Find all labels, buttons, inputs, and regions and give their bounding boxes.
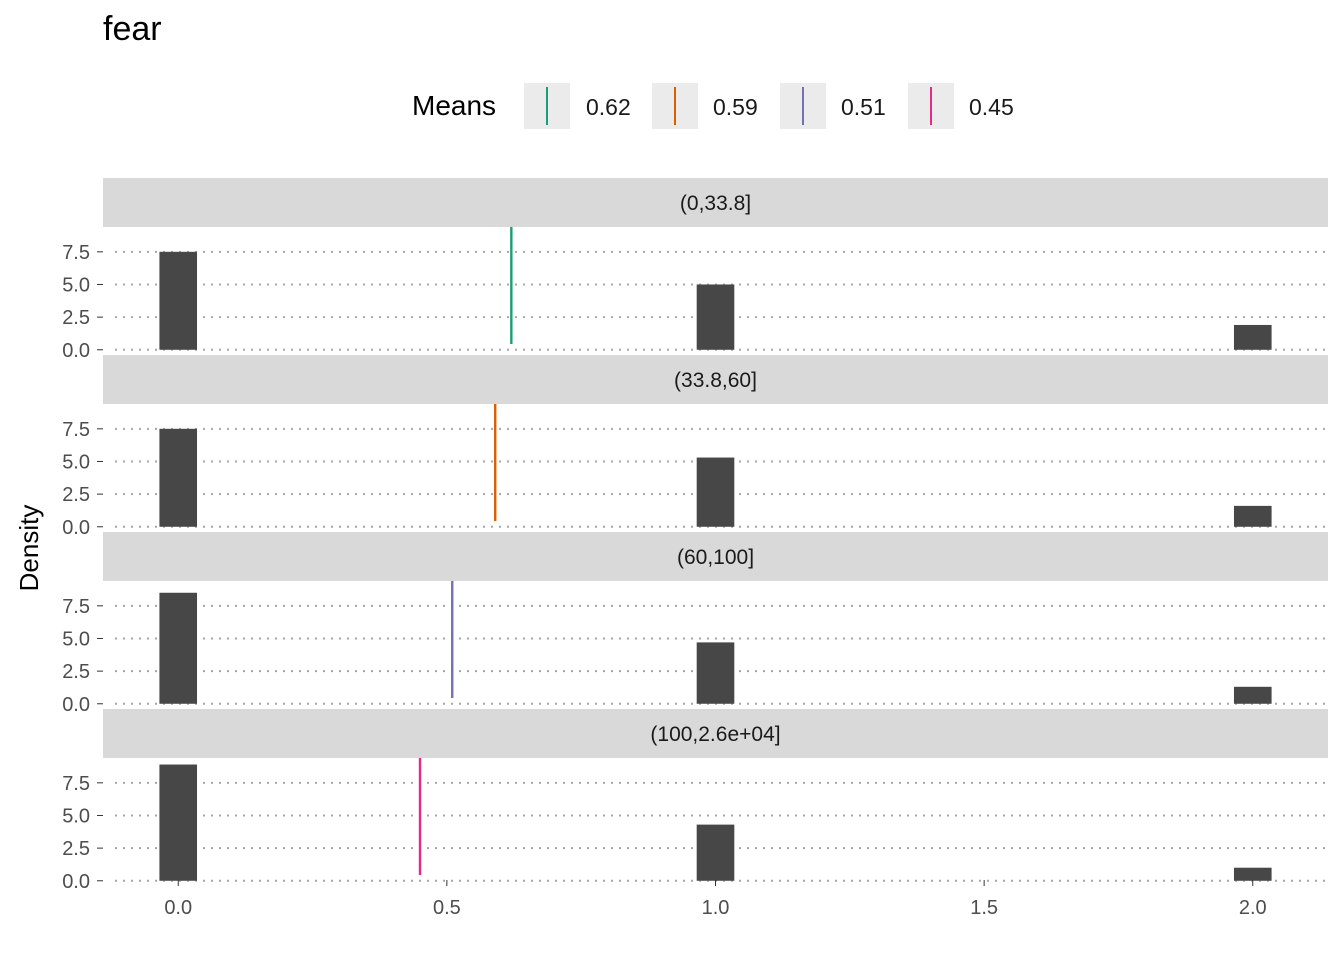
strip-1 <box>103 178 1328 227</box>
legend-label-4: 0.45 <box>969 94 1014 120</box>
y-tick-label: 7.5 <box>62 242 90 264</box>
panel-4: (100,2.6e+04] 0.0 2.5 5.0 7.5 <box>62 709 1328 893</box>
x-tick-label: 2.0 <box>1239 897 1267 919</box>
y-tick-label: 7.5 <box>62 596 90 618</box>
y-tick-label: 0.0 <box>62 694 90 716</box>
histogram-bar <box>159 251 198 350</box>
y-tick-label: 5.0 <box>62 451 90 473</box>
histogram-bar <box>696 642 735 704</box>
legend-key-1 <box>524 83 570 129</box>
x-tick-label: 0.5 <box>433 897 461 919</box>
y-tick-label: 2.5 <box>62 484 90 506</box>
y-tick-label: 2.5 <box>62 307 90 329</box>
y-tick-label: 0.0 <box>62 871 90 893</box>
histogram-bar <box>159 592 198 704</box>
histogram-bar <box>696 457 735 527</box>
strip-label-1: (0,33.8] <box>680 192 751 215</box>
y-tick-label: 7.5 <box>62 419 90 441</box>
x-tick-label: 0.0 <box>164 897 192 919</box>
strip-2 <box>103 355 1328 404</box>
x-tick-label: 1.0 <box>702 897 730 919</box>
strip-3 <box>103 532 1328 581</box>
histogram-bar <box>1233 324 1272 350</box>
histogram-bar <box>696 284 735 350</box>
panel-3: (60,100] 0.0 2.5 5.0 7.5 <box>62 532 1328 716</box>
histogram-bar <box>1233 686 1272 704</box>
panel-1: (0,33.8] 0.0 2.5 5.0 7.5 <box>62 178 1328 362</box>
chart-title: fear <box>103 10 162 48</box>
histogram-bar <box>159 764 198 881</box>
y-tick-label: 7.5 <box>62 773 90 795</box>
histogram-bar <box>696 824 735 881</box>
y-axis-title: Density <box>14 505 44 592</box>
panels-group: (0,33.8] 0.0 2.5 5.0 7.5 (33.8,60] 0.0 2.5 5.0 7.… <box>62 178 1328 893</box>
x-axis: 0.0 0.5 1.0 1.5 2.0 <box>164 880 1267 919</box>
strip-label-4: (100,2.6e+04] <box>650 723 780 746</box>
y-tick-label: 2.5 <box>62 661 90 683</box>
x-tick-label: 1.5 <box>970 897 998 919</box>
legend-line-4 <box>930 87 933 125</box>
legend-title: Means <box>412 90 497 121</box>
y-tick-label: 2.5 <box>62 838 90 860</box>
y-tick-label: 0.0 <box>62 340 90 362</box>
strip-label-2: (33.8,60] <box>674 369 757 392</box>
legend-line-1 <box>546 87 549 125</box>
strip-4 <box>103 709 1328 758</box>
legend: Means 0.62 0.59 0.51 0.45 <box>0 80 1344 136</box>
y-tick-label: 5.0 <box>62 274 90 296</box>
histogram-bar <box>159 428 198 527</box>
panel-2: (33.8,60] 0.0 2.5 5.0 7.5 <box>62 355 1328 539</box>
legend-key-2 <box>652 83 698 129</box>
legend-key-3 <box>780 83 826 129</box>
histogram-bar <box>1233 505 1272 527</box>
y-tick-label: 5.0 <box>62 628 90 650</box>
legend-line-3 <box>802 87 805 125</box>
legend-label-1: 0.62 <box>586 94 631 120</box>
y-tick-label: 5.0 <box>62 805 90 827</box>
legend-label-3: 0.51 <box>841 94 886 120</box>
y-tick-label: 0.0 <box>62 517 90 539</box>
strip-label-3: (60,100] <box>677 546 754 569</box>
legend-line-2 <box>674 87 677 125</box>
histogram-bar <box>1233 867 1272 881</box>
legend-key-4 <box>908 83 954 129</box>
legend-label-2: 0.59 <box>713 94 758 120</box>
